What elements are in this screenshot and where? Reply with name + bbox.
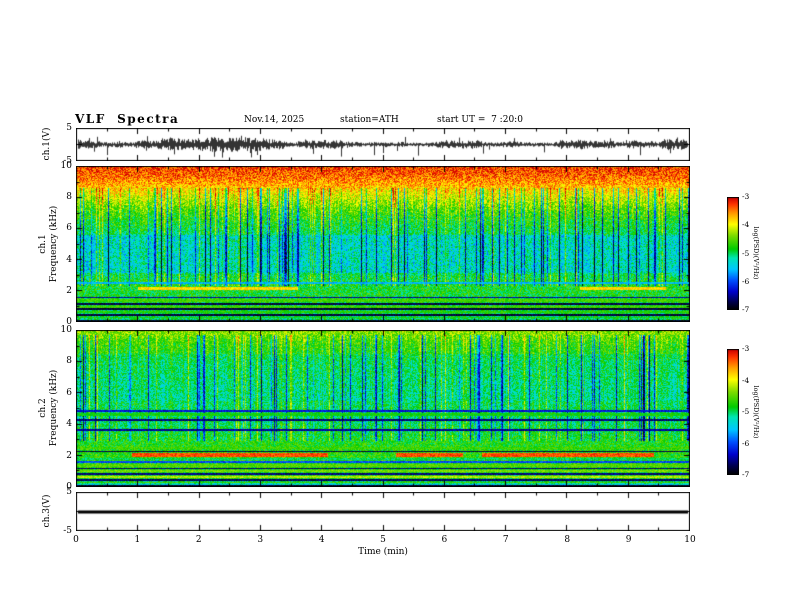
ch3-waveform-canvas (76, 492, 690, 531)
ch3-voltage-axis-label: ch.3(V) (42, 494, 52, 528)
x-tick-label: 5 (380, 535, 386, 545)
x-tick-label: 1 (134, 535, 141, 545)
colorbar1-tick-label: -4 (742, 220, 750, 230)
colorbar2-tick-label: -7 (742, 470, 750, 479)
x-tick-label: 2 (195, 535, 202, 545)
wave3-y-tick-label: -5 (63, 526, 72, 536)
x-tick-label: 7 (502, 535, 509, 545)
ch2-colorbar (727, 349, 739, 475)
x-tick-label: 8 (564, 535, 571, 545)
x-tick-label: 4 (318, 535, 325, 545)
ch2-frequency-axis-text: Frequency (kHz) (49, 369, 59, 447)
spec2-y-tick-label: 4 (66, 419, 72, 430)
colorbar1-tick-label: -7 (742, 305, 750, 314)
figure-title: VLF Spectra (75, 112, 180, 126)
colorbar1-tick-label: -3 (742, 192, 750, 201)
spec1-y-tick-label: 0 (66, 317, 72, 327)
x-tick-label: 10 (684, 535, 696, 545)
ch2-label-text: ch.2 (37, 398, 48, 418)
spec2-y-tick-label: 8 (66, 356, 72, 367)
colorbar2-tick-label: -5 (742, 407, 750, 416)
wave1-y-tick-label: 5 (66, 123, 72, 133)
ch1-colorbar-unit-label: log(PSD)(V²/Hz) (752, 226, 760, 280)
spec1-y-tick-label: 8 (66, 192, 72, 203)
wave3-y-tick-label: 5 (66, 487, 72, 497)
ch1-frequency-axis-text: Frequency (kHz) (49, 205, 59, 283)
spec1-y-tick-label: 6 (66, 223, 72, 234)
ch1-spectrogram-canvas (76, 166, 690, 322)
ch1-colorbar (727, 197, 739, 310)
spec1-y-tick-label: 2 (66, 285, 72, 296)
spec2-y-tick-label: 6 (66, 387, 72, 398)
wave1-y-tick-label: -5 (63, 156, 72, 166)
ch1-waveform-canvas (76, 128, 690, 161)
ch1-label-text: ch.1 (37, 234, 48, 254)
spec2-y-tick-label: 10 (60, 325, 72, 335)
x-tick-label: 0 (73, 535, 79, 545)
spec1-y-tick-label: 4 (66, 254, 72, 265)
time-axis-label: Time (min) (358, 547, 408, 557)
ch2-frequency-axis-label: ch.2 Frequency (kHz) (38, 370, 61, 447)
colorbar2-tick-label: -3 (742, 344, 750, 353)
x-tick-label: 9 (625, 535, 632, 545)
colorbar2-tick-label: -6 (742, 438, 750, 448)
spec2-y-tick-label: 0 (66, 482, 72, 492)
x-tick-label: 3 (257, 535, 264, 545)
colorbar2-tick-label: -4 (742, 375, 750, 385)
ch1-frequency-axis-label: ch.1 Frequency (kHz) (38, 206, 61, 283)
spec1-y-tick-label: 10 (60, 161, 72, 171)
figure-station: station=ATH (340, 115, 399, 125)
colorbar1-tick-label: -6 (742, 276, 750, 286)
spec2-y-tick-label: 2 (66, 450, 72, 461)
figure-date: Nov.14, 2025 (244, 115, 305, 125)
colorbar1-tick-label: -5 (742, 248, 750, 258)
x-tick-label: 6 (441, 535, 448, 545)
ch2-colorbar-unit-label: log(PSD)(V²/Hz) (752, 385, 760, 439)
figure-start-ut: start UT = 7 :20:0 (437, 115, 523, 125)
ch2-spectrogram-canvas (76, 330, 690, 487)
